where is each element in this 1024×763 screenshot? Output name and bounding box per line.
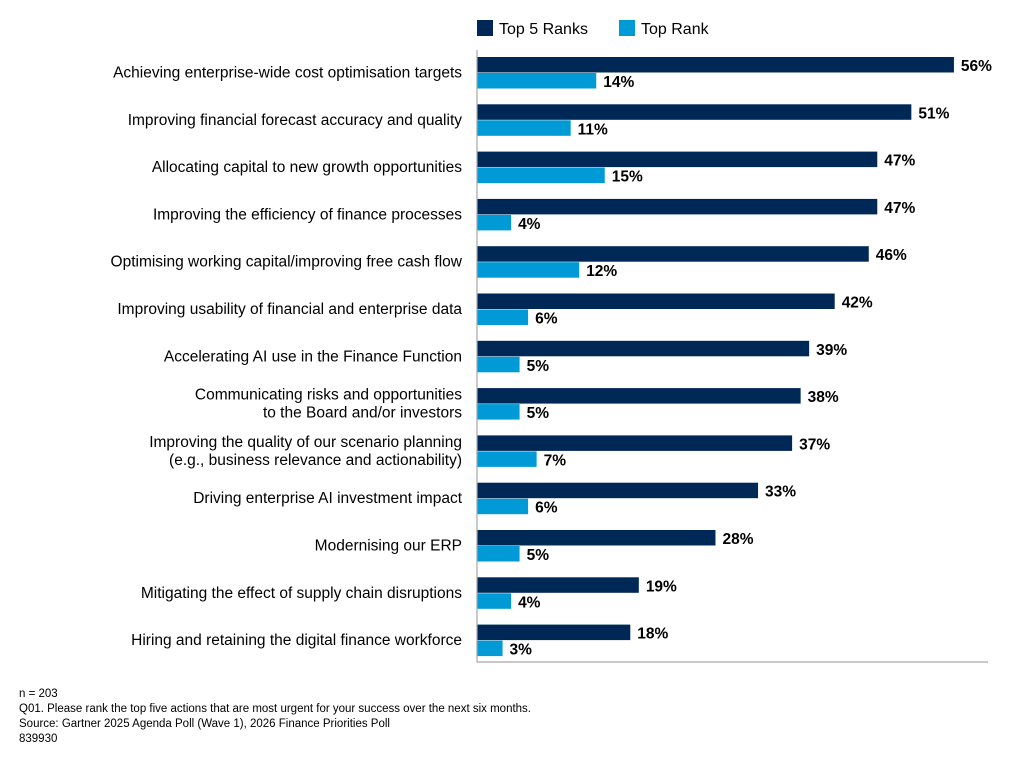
value-label-top-rank: 5% <box>527 547 550 564</box>
legend-swatch-top-rank <box>619 20 635 36</box>
category-label: Improving the efficiency of finance proc… <box>153 206 462 223</box>
value-label-top-5-ranks: 42% <box>842 295 873 312</box>
bar-top-5-ranks <box>477 246 869 262</box>
bar-top-rank <box>477 404 520 420</box>
value-label-top-5-ranks: 56% <box>961 58 992 75</box>
chart-id-note: 839930 <box>19 733 58 745</box>
category-label: Improving financial forecast accuracy an… <box>128 112 463 129</box>
value-label-top-5-ranks: 51% <box>918 105 949 122</box>
value-label-top-5-ranks: 47% <box>884 200 915 217</box>
bar-top-rank <box>477 498 529 515</box>
category-label-line: Modernising our ERP <box>315 538 462 555</box>
bar-top-rank <box>477 593 512 609</box>
category-label-line: Accelerating AI use in the Finance Funct… <box>164 348 462 365</box>
footnotes: n = 203 Q01. Please rank the top five ac… <box>19 687 531 747</box>
value-label-top-rank: 3% <box>510 642 533 659</box>
category-label-line: Optimising working capital/improving fre… <box>111 254 463 271</box>
question-note: Q01. Please rank the top five actions th… <box>19 703 532 715</box>
category-label: Mitigating the effect of supply chain di… <box>141 585 462 602</box>
legend: Top 5 Ranks Top Rank <box>477 20 710 38</box>
bar-top-5-ranks <box>477 151 878 168</box>
category-label: Allocating capital to new growth opportu… <box>152 159 462 176</box>
value-label-top-rank: 5% <box>527 405 550 422</box>
value-label-top-5-ranks: 18% <box>637 626 668 643</box>
value-label-top-5-ranks: 33% <box>765 484 796 501</box>
value-label-top-rank: 6% <box>535 311 558 328</box>
category-label-line: Mitigating the effect of supply chain di… <box>141 585 462 602</box>
category-label-line: Allocating capital to new growth opportu… <box>152 159 462 176</box>
category-label-line: Achieving enterprise-wide cost optimisat… <box>113 65 462 82</box>
category-label-line: Improving the efficiency of finance proc… <box>153 206 462 223</box>
value-label-top-rank: 7% <box>544 452 567 469</box>
bar-top-5-ranks <box>477 104 912 120</box>
category-label: Achieving enterprise-wide cost optimisat… <box>113 65 462 82</box>
category-label-line: Driving enterprise AI investment impact <box>193 490 462 507</box>
bar-top-rank <box>477 73 597 89</box>
category-label: Modernising our ERP <box>315 538 462 555</box>
bars-group <box>477 57 954 657</box>
bar-top-rank <box>477 262 580 278</box>
x-tick-label: 60% <box>972 679 1003 680</box>
bar-top-rank <box>477 120 571 136</box>
value-label-top-rank: 6% <box>535 500 558 517</box>
legend-label-top-5-ranks: Top 5 Ranks <box>499 21 588 38</box>
value-label-top-5-ranks: 38% <box>808 389 839 406</box>
x-tick-label: 30% <box>717 679 748 680</box>
value-label-top-5-ranks: 46% <box>876 247 907 264</box>
category-label-line: Communicating risks and opportunities <box>195 387 462 404</box>
value-label-top-5-ranks: 37% <box>799 436 830 453</box>
value-label-top-rank: 11% <box>578 121 608 138</box>
value-label-top-5-ranks: 28% <box>722 531 753 548</box>
value-label-top-rank: 4% <box>518 216 541 233</box>
bar-top-rank <box>477 356 520 373</box>
legend-swatch-top-5-ranks <box>477 20 493 36</box>
category-label: Improving usability of financial and ent… <box>117 301 462 318</box>
bar-top-rank <box>477 546 520 562</box>
category-label: Improving the quality of our scenario pl… <box>149 434 462 469</box>
sample-size-note: n = 203 <box>19 688 58 700</box>
category-label-line: to the Board and/or investors <box>263 405 462 422</box>
value-label-top-5-ranks: 39% <box>816 342 847 359</box>
value-label-top-rank: 4% <box>518 594 541 611</box>
bar-top-5-ranks <box>477 388 801 404</box>
value-label-top-rank: 15% <box>612 169 643 186</box>
bar-top-rank <box>477 214 512 231</box>
value-label-top-rank: 14% <box>603 74 634 91</box>
value-label-top-rank: 5% <box>527 358 550 375</box>
bar-top-5-ranks <box>477 57 954 73</box>
category-label-line: Improving usability of financial and ent… <box>117 301 462 318</box>
bar-chart: Top 5 Ranks Top Rank Achieving enterprise… <box>111 20 1004 680</box>
bar-top-5-ranks <box>477 482 759 499</box>
bar-top-rank <box>477 309 529 325</box>
category-label: Communicating risks and opportunities to … <box>195 387 462 422</box>
category-label: Accelerating AI use in the Finance Funct… <box>164 348 462 365</box>
bar-top-5-ranks <box>477 577 639 593</box>
bar-top-5-ranks <box>477 530 716 546</box>
bar-top-5-ranks <box>477 293 835 309</box>
value-label-top-5-ranks: 47% <box>884 153 915 170</box>
category-label-line: Improving financial forecast accuracy an… <box>128 112 463 129</box>
bar-top-rank <box>477 451 537 467</box>
value-label-top-rank: 12% <box>586 263 617 280</box>
source-note: Source: Gartner 2025 Agenda Poll (Wave 1… <box>19 718 390 730</box>
category-label: Optimising working capital/improving fre… <box>111 254 463 271</box>
category-label: Hiring and retaining the digital finance… <box>131 632 462 649</box>
category-label: Driving enterprise AI investment impact <box>193 490 462 507</box>
bar-top-5-ranks <box>477 624 631 641</box>
x-axis: 0% 30% 60% <box>466 50 1004 680</box>
legend-label-top-rank: Top Rank <box>641 21 710 38</box>
bar-top-5-ranks <box>477 198 878 215</box>
category-label-line: Hiring and retaining the digital finance… <box>131 632 462 649</box>
bar-top-rank <box>477 167 605 184</box>
labels-group: Achieving enterprise-wide cost optimisat… <box>111 58 993 659</box>
bar-top-rank <box>477 640 503 657</box>
category-label-line: Improving the quality of our scenario pl… <box>149 434 462 451</box>
category-label-line: (e.g., business relevance and actionabil… <box>169 452 462 469</box>
bar-top-5-ranks <box>477 435 793 451</box>
value-label-top-5-ranks: 19% <box>646 578 677 595</box>
x-tick-label: 0% <box>466 679 489 680</box>
bar-top-5-ranks <box>477 340 810 357</box>
